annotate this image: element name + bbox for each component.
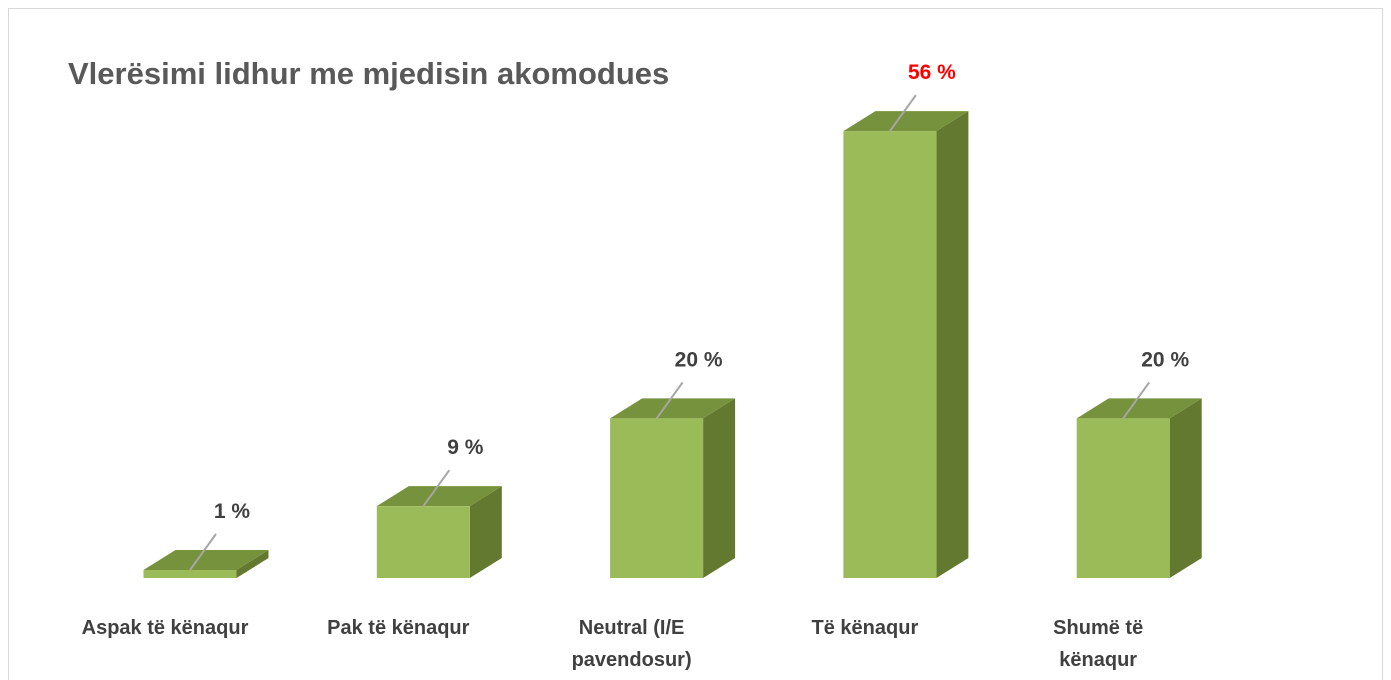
chart-frame xyxy=(8,8,1383,680)
bar xyxy=(843,131,937,578)
bar-side xyxy=(469,486,502,578)
bar xyxy=(610,418,704,578)
chart-title: Vlerësimi lidhur me mjedisin akomodues xyxy=(68,56,669,91)
leader-line xyxy=(889,94,917,132)
bar xyxy=(1076,418,1170,578)
leader-line xyxy=(189,533,217,571)
leader-line xyxy=(1122,381,1151,419)
bar-top xyxy=(376,486,502,507)
value-label: 20 % xyxy=(1141,348,1189,371)
value-label: 56 % xyxy=(908,61,956,84)
value-label: 1 % xyxy=(214,500,251,523)
x-tick-label: Aspak të kënaqur xyxy=(81,617,249,639)
value-label: 9 % xyxy=(447,436,484,459)
bar xyxy=(143,570,237,578)
bar xyxy=(376,506,470,578)
bar-top xyxy=(1076,398,1202,419)
bar-top xyxy=(610,398,736,419)
bar-side xyxy=(1169,398,1202,578)
bar-side xyxy=(703,398,736,578)
bar-side xyxy=(236,550,269,578)
x-tick-label: Shumë të kënaqur xyxy=(1053,617,1144,671)
x-tick-label: Neutral (I/E pavendosur) xyxy=(571,617,692,671)
bar-side xyxy=(936,111,969,579)
value-label: 20 % xyxy=(675,348,723,371)
leader-line xyxy=(655,381,684,419)
leader-line xyxy=(422,469,451,507)
bar-top xyxy=(843,111,969,132)
x-tick-label: Pak të kënaqur xyxy=(327,617,470,639)
bar-top xyxy=(143,550,269,571)
x-tick-label: Të kënaqur xyxy=(811,617,919,639)
